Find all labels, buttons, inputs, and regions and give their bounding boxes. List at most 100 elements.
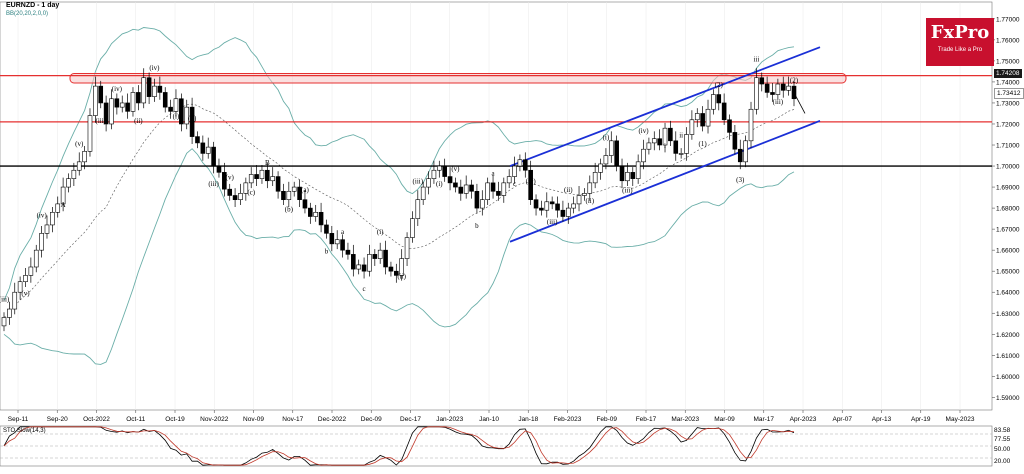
x-axis: Sep-11 Sep-20 Oct-2022 Oct-11 Oct-19 Nov-2022… xyxy=(8,410,975,423)
candle-body xyxy=(50,212,55,226)
candle-body xyxy=(329,233,335,245)
candle-body xyxy=(334,239,340,245)
wave-label: (ii) xyxy=(134,117,143,125)
x-tick-label: Oct-2022 xyxy=(83,416,110,423)
candle-body xyxy=(195,136,200,144)
grid xyxy=(0,1,993,411)
candle-body xyxy=(232,195,238,200)
y-tick-label: 1.66000 xyxy=(996,248,1020,255)
candle-body xyxy=(281,190,286,200)
wave-label: (iv) xyxy=(112,85,123,93)
candle-body xyxy=(463,184,469,194)
wave-label: (i) xyxy=(603,134,610,142)
wave-label: (iii) xyxy=(547,218,558,226)
candle-body xyxy=(372,254,378,259)
wave-label: c xyxy=(363,285,366,293)
y-tick-label: 1.67000 xyxy=(996,227,1020,234)
wave-label: (iii) xyxy=(95,117,106,125)
candles xyxy=(1,68,797,332)
candle-body xyxy=(770,92,775,95)
wave-label: (iii) xyxy=(622,186,633,194)
y-tick-label: 1.63000 xyxy=(996,311,1020,318)
x-tick-label: Nov-17 xyxy=(282,416,303,423)
x-tick-label: Apr-07 xyxy=(832,416,852,423)
candle-body xyxy=(39,233,44,251)
candle-body xyxy=(367,254,372,272)
candle-body xyxy=(179,98,184,125)
candle-body xyxy=(345,249,351,255)
candle-body xyxy=(302,199,308,209)
candle-body xyxy=(748,108,754,142)
candle-body xyxy=(377,249,383,259)
candle-body xyxy=(243,182,249,194)
candle-body xyxy=(780,83,786,91)
x-tick-label: Sep-20 xyxy=(47,416,68,423)
x-tick-label: Mar-2023 xyxy=(671,416,699,423)
wave-label: a xyxy=(341,228,345,236)
x-tick-label: Nov-2022 xyxy=(200,416,229,423)
candle-body xyxy=(66,178,71,188)
candle-body xyxy=(571,203,576,209)
wave-label: (iv) xyxy=(638,127,649,135)
wave-label: (ii) xyxy=(397,273,406,281)
x-tick-label: Feb-2023 xyxy=(554,416,582,423)
candle-body xyxy=(479,199,485,209)
x-tick-label: Jan-2023 xyxy=(436,416,463,423)
levels xyxy=(0,73,992,167)
candle-body xyxy=(200,142,206,154)
candle-body xyxy=(270,176,276,182)
candle-body xyxy=(313,212,319,217)
wave-label: (iv) xyxy=(37,211,48,219)
candle-body xyxy=(168,106,173,112)
candle-body xyxy=(469,184,474,192)
candle-body xyxy=(286,190,292,200)
candle-body xyxy=(786,85,791,91)
candle-body xyxy=(533,199,539,209)
bollinger-bands xyxy=(3,27,795,365)
channel-upper xyxy=(509,46,821,167)
candle-body xyxy=(657,138,662,146)
candle-body xyxy=(764,83,770,93)
y-axis: 1.77000 1.76000 1.75000 1.74000 1.73000 1.720… xyxy=(992,16,1020,402)
stoch-d-line xyxy=(3,426,795,466)
candle-body xyxy=(662,127,668,146)
candle-body xyxy=(694,113,700,121)
candle-body xyxy=(506,176,512,184)
candle-body xyxy=(125,102,130,112)
wave-label: (i) xyxy=(173,113,180,121)
wave-label: ii xyxy=(679,131,683,139)
wave-label: (b) xyxy=(285,205,294,213)
price-tag-current: 1.74208 xyxy=(994,69,1022,78)
candle-body xyxy=(555,203,560,211)
x-tick-label: Apr-2023 xyxy=(790,416,817,423)
candle-body xyxy=(759,77,765,85)
x-tick-label: Mar-09 xyxy=(714,416,735,423)
candle-body xyxy=(684,134,689,154)
candle-body xyxy=(33,249,39,268)
candle-body xyxy=(259,169,265,179)
wave-label: i xyxy=(664,142,666,150)
candle-body xyxy=(162,92,168,108)
candle-body xyxy=(356,264,361,270)
channel xyxy=(509,46,821,243)
candle-body xyxy=(625,172,630,182)
y-tick-label: 1.59000 xyxy=(996,395,1020,402)
candle-body xyxy=(775,83,781,95)
candle-body xyxy=(442,165,447,177)
candle-body xyxy=(136,92,141,104)
candle-body xyxy=(565,207,571,217)
wave-label: (v) xyxy=(75,140,84,148)
y-tick-label: 1.71000 xyxy=(996,143,1020,150)
x-tick-label: Feb-17 xyxy=(636,416,657,423)
candle-body xyxy=(700,113,705,127)
candle-body xyxy=(55,203,61,213)
x-tick-label: Nov-09 xyxy=(243,416,264,423)
chart-title: EURNZD - 1 day xyxy=(6,2,60,9)
candle-body xyxy=(549,201,555,205)
wave-label: (iii) xyxy=(413,178,424,186)
candle-body xyxy=(646,142,652,150)
candle-body xyxy=(539,207,544,211)
candle-body xyxy=(614,140,619,167)
wave-label: (i) xyxy=(436,180,443,188)
